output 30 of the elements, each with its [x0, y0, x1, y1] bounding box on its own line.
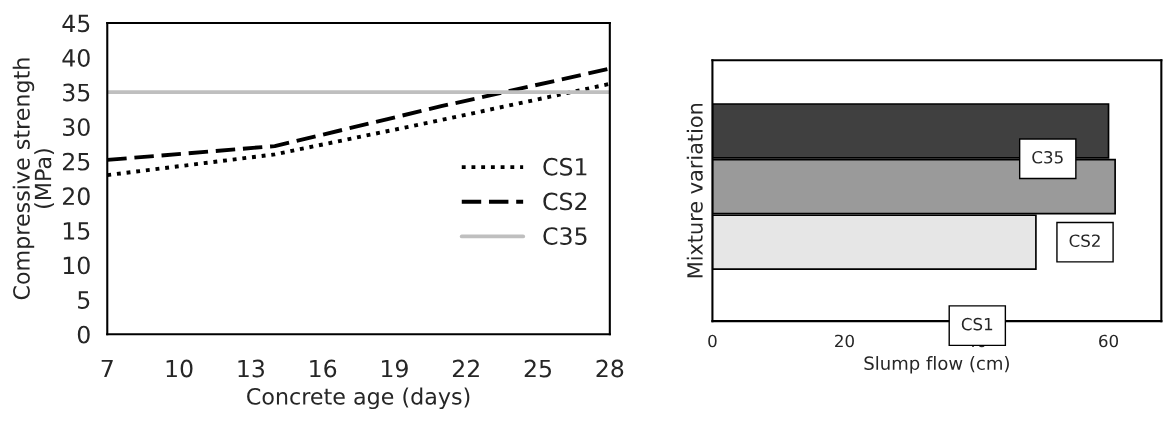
x-tick-label: 0: [708, 334, 717, 348]
y-tick-label: 40: [62, 49, 90, 67]
annotation: C35: [1032, 150, 1063, 164]
y-tick-label: 20: [62, 187, 90, 206]
x-tick-label: 7: [101, 359, 113, 378]
x-tick-label: 22: [452, 359, 479, 378]
x-tick-label: 19: [382, 359, 408, 378]
y-axis-title: Compressive strength (MPa): [12, 58, 55, 300]
x-tick-label: 13: [238, 359, 264, 378]
x-tick-label: 10: [166, 359, 193, 378]
y-tick-label: 30: [63, 118, 90, 137]
y-tick-label: 15: [63, 222, 90, 240]
y-tick-label: 10: [63, 256, 90, 275]
legend-label: CS1: [543, 157, 587, 176]
x-axis-title: Concrete age (days): [247, 387, 470, 410]
legend-label: C35: [543, 227, 587, 245]
x-tick-label: 20: [835, 334, 854, 348]
x-tick-label: 28: [596, 359, 624, 378]
x-tick-label: 25: [524, 359, 551, 378]
y-tick-label: 45: [62, 14, 90, 33]
y-tick-label: 5: [78, 291, 90, 309]
annotation: CS1: [961, 317, 993, 331]
y-tick-label: 25: [62, 152, 90, 171]
y-axis-title: Mixture variation: [686, 103, 703, 278]
y-tick-label: 35: [63, 83, 90, 102]
x-axis-title: Slump flow (cm): [864, 356, 1009, 374]
legend-label: CS2: [543, 192, 587, 211]
annotation: CS2: [1069, 234, 1100, 248]
x-tick-label: 60: [1099, 334, 1119, 348]
x-tick-label: 16: [310, 359, 337, 378]
